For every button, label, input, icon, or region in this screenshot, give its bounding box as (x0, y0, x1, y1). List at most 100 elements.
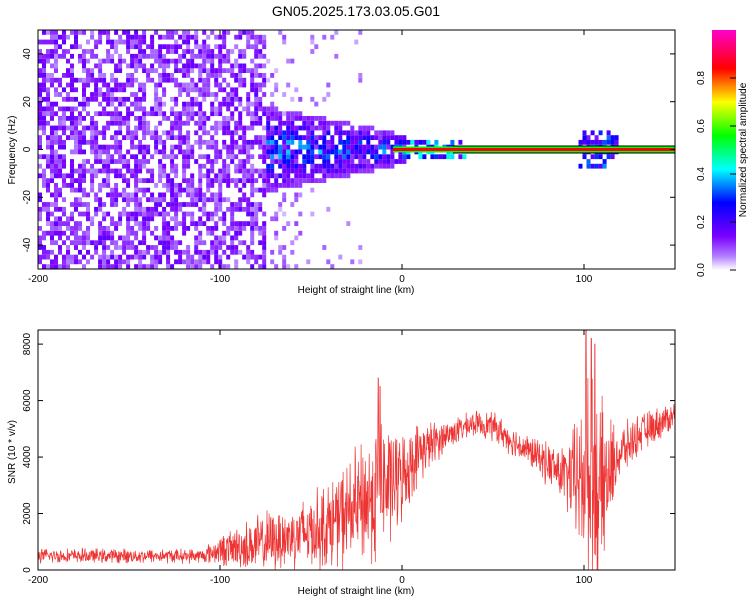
snr-y-label: SNR (10 * v/v) (7, 420, 18, 484)
heatmap-cell (290, 154, 295, 160)
heatmap-cell (254, 226, 259, 231)
heatmap-cell (150, 216, 155, 222)
heatmap-cell (278, 173, 283, 179)
heatmap-cell (322, 120, 327, 126)
heatmap-cell (250, 68, 255, 73)
heatmap-cell (38, 163, 42, 169)
heatmap-cell (430, 154, 435, 160)
heatmap-cell (258, 264, 263, 269)
heatmap-cell (270, 92, 275, 97)
heatmap-cell (98, 264, 103, 269)
heatmap-cell (354, 144, 359, 150)
heatmap-cell (190, 149, 195, 155)
heatmap-cell (354, 139, 359, 145)
heatmap-cell (154, 92, 159, 97)
heatmap-cell (114, 68, 119, 73)
heatmap-cell (358, 135, 363, 140)
heatmap-cell (146, 53, 151, 59)
heatmap-cell (78, 240, 82, 246)
heatmap-cell (78, 178, 82, 183)
heatmap-cell (194, 159, 199, 164)
heatmap-cell (270, 154, 275, 160)
heatmap-cell (242, 77, 247, 83)
heatmap-cell (242, 226, 247, 231)
heatmap-cell (186, 163, 191, 169)
heatmap-cell (230, 206, 235, 212)
heatmap-cell (62, 87, 66, 93)
heatmap-cell (210, 101, 215, 107)
heatmap-cell (266, 178, 271, 183)
heatmap-cell (114, 240, 119, 246)
heatmap-cell (182, 187, 187, 193)
heatmap-cell (238, 73, 243, 78)
heatmap-cell (138, 87, 143, 93)
heatmap-cell (82, 106, 86, 112)
heatmap-cell (346, 168, 351, 174)
heatmap-cell (122, 101, 127, 107)
heatmap-cell (106, 111, 111, 117)
heatmap-cell (46, 163, 50, 169)
heatmap-cell (254, 39, 259, 45)
heatmap-cell (282, 264, 287, 269)
heatmap-cell (226, 125, 231, 131)
heatmap-cell (42, 245, 46, 250)
heatmap-cell (166, 221, 171, 226)
heatmap-cell (246, 149, 251, 155)
heatmap-cell (210, 73, 215, 78)
heatmap-cell (274, 159, 279, 164)
heatmap-cell (250, 254, 255, 260)
heatmap-cell (142, 163, 147, 169)
heatmap-cell (286, 163, 291, 169)
heatmap-cell (230, 240, 235, 246)
heatmap-cell (142, 92, 147, 97)
heatmap-cell (98, 63, 103, 69)
heatmap-cell (142, 149, 147, 155)
heatmap-cell (178, 116, 183, 121)
heatmap-cell (310, 211, 315, 217)
heatmap-cell (202, 249, 207, 255)
heatmap-cell (246, 202, 251, 207)
heatmap-cell (138, 44, 143, 50)
heatmap-cell (162, 249, 167, 255)
heatmap-cell (338, 163, 343, 169)
heatmap-cell (154, 82, 159, 88)
heatmap-cell (114, 135, 119, 140)
heatmap-cell (214, 111, 219, 117)
heatmap-cell (334, 154, 339, 160)
heatmap-cell (114, 264, 119, 269)
heatmap-cell (262, 211, 267, 217)
heatmap-cell (126, 135, 131, 140)
heatmap-cell (278, 30, 283, 35)
heatmap-cell (62, 125, 66, 131)
heatmap-cell (246, 249, 251, 255)
heatmap-cell (150, 168, 155, 174)
heatmap-cell (90, 254, 95, 260)
heatmap-cell (322, 144, 327, 150)
heatmap-cell (242, 163, 247, 169)
heatmap-cell (162, 144, 167, 150)
heatmap-cell (166, 264, 171, 269)
heatmap-cell (130, 216, 135, 222)
heatmap-cell (106, 235, 111, 241)
heatmap-cell (210, 264, 215, 269)
heatmap-cell (342, 149, 347, 155)
heatmap-cell (90, 178, 95, 183)
heatmap-cell (158, 159, 163, 164)
heatmap-cell (202, 82, 207, 88)
heatmap-cell (134, 58, 139, 64)
heatmap-cell (250, 101, 255, 107)
heatmap-cell (226, 163, 231, 169)
heatmap-cell (174, 125, 179, 131)
heatmap-cell (158, 135, 163, 140)
heatmap-cell (66, 249, 70, 255)
heatmap-cell (94, 149, 99, 155)
heatmap-cell (194, 245, 199, 250)
heatmap-cell (70, 259, 74, 265)
heatmap-cell (90, 68, 95, 73)
heatmap-cell (606, 139, 611, 145)
heatmap-cell (58, 82, 62, 88)
heatmap-cell (222, 240, 227, 246)
heatmap-cell (198, 259, 203, 265)
heatmap-cell (78, 211, 82, 217)
heatmap-cell (210, 68, 215, 73)
